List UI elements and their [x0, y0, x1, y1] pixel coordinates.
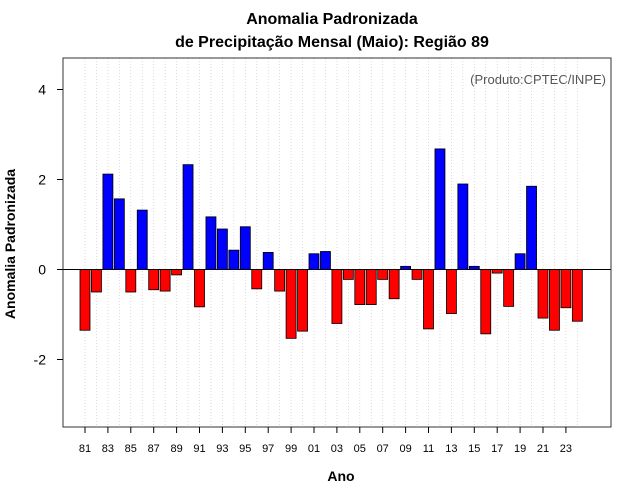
bar-2000 [297, 269, 308, 332]
x-tick-label: 07 [377, 443, 389, 455]
bar-2017 [491, 269, 503, 274]
bar-2008 [388, 269, 400, 300]
x-axis-label: Ano [327, 468, 354, 484]
x-tick-label: 15 [468, 443, 480, 455]
bar-2001 [308, 253, 320, 270]
y-tick-label: -2 [34, 352, 47, 368]
x-tick-label: 85 [125, 443, 137, 455]
x-tick-label: 99 [285, 443, 297, 455]
x-tick-label: 19 [514, 443, 526, 455]
bar-2011 [423, 269, 434, 330]
bar-2005 [354, 269, 366, 305]
bar-1994 [228, 249, 240, 270]
bar-1988 [159, 269, 171, 292]
bar-1992 [205, 216, 217, 270]
x-tick-label: 87 [148, 443, 160, 455]
bar-1993 [216, 228, 228, 270]
bars [79, 148, 583, 339]
bar-2002 [320, 251, 331, 270]
y-tick-label: 0 [38, 262, 46, 278]
bar-2022 [549, 269, 560, 331]
x-axis: 81 83 85 87 89 91 93 95 97 99 01 03 05 07 09 11 13 15 17 19… [79, 427, 572, 455]
x-tick-label: 81 [79, 443, 91, 455]
y-axis: -2 0 2 4 [34, 82, 63, 368]
bar-1987 [148, 269, 160, 291]
bar-1986 [136, 209, 148, 270]
x-tick-label: 23 [560, 443, 572, 455]
credit-label: (Produto:CPTEC/INPE) [470, 72, 606, 87]
bar-2004 [342, 269, 354, 280]
bar-1997 [262, 251, 274, 270]
x-tick-label: 11 [423, 443, 434, 455]
x-tick-label: 09 [399, 443, 411, 455]
bar-2021 [537, 269, 549, 319]
bar-1982 [91, 269, 102, 293]
x-tick-label: 17 [491, 443, 503, 455]
bar-2023 [560, 269, 572, 309]
x-tick-label: 91 [193, 443, 205, 455]
bar-2007 [377, 269, 389, 280]
x-tick-label: 01 [308, 443, 320, 455]
bar-1999 [285, 269, 297, 339]
bar-2003 [331, 269, 343, 324]
x-tick-label: 83 [102, 443, 114, 455]
bar-2012 [434, 148, 446, 270]
grid-lines [84, 58, 578, 427]
y-tick-label: 4 [38, 82, 46, 98]
x-tick-label: 13 [445, 443, 457, 455]
x-tick-label: 21 [537, 443, 549, 455]
bar-1989 [171, 269, 183, 276]
bar-1998 [274, 269, 286, 292]
bar-1983 [102, 173, 114, 270]
bar-1981 [79, 269, 91, 331]
bar-2018 [503, 269, 515, 307]
x-tick-label: 95 [239, 443, 251, 455]
x-tick-label: 05 [354, 443, 366, 455]
bar-1991 [194, 269, 205, 308]
bar-1990 [182, 164, 194, 270]
y-axis-label: Anomalia Padronizada [2, 169, 18, 319]
bar-2020 [526, 185, 537, 270]
chart-subtitle: de Precipitação Mensal (Maio): Região 89 [175, 34, 489, 51]
chart-title: Anomalia Padronizada [246, 11, 418, 28]
bar-2019 [514, 253, 526, 270]
bar-1985 [125, 269, 137, 293]
bar-2016 [480, 269, 492, 335]
bar-2014 [457, 183, 469, 270]
bar-2013 [445, 269, 457, 314]
bar-2024 [571, 269, 583, 322]
x-tick-label: 03 [331, 443, 343, 455]
y-tick-label: 2 [38, 172, 46, 188]
x-tick-label: 89 [170, 443, 182, 455]
bar-2010 [411, 269, 423, 280]
bar-2006 [365, 269, 377, 305]
bar-1984 [113, 198, 125, 270]
x-tick-label: 97 [262, 443, 274, 455]
bar-1995 [239, 226, 251, 270]
bar-1996 [251, 269, 263, 290]
x-tick-label: 93 [216, 443, 228, 455]
